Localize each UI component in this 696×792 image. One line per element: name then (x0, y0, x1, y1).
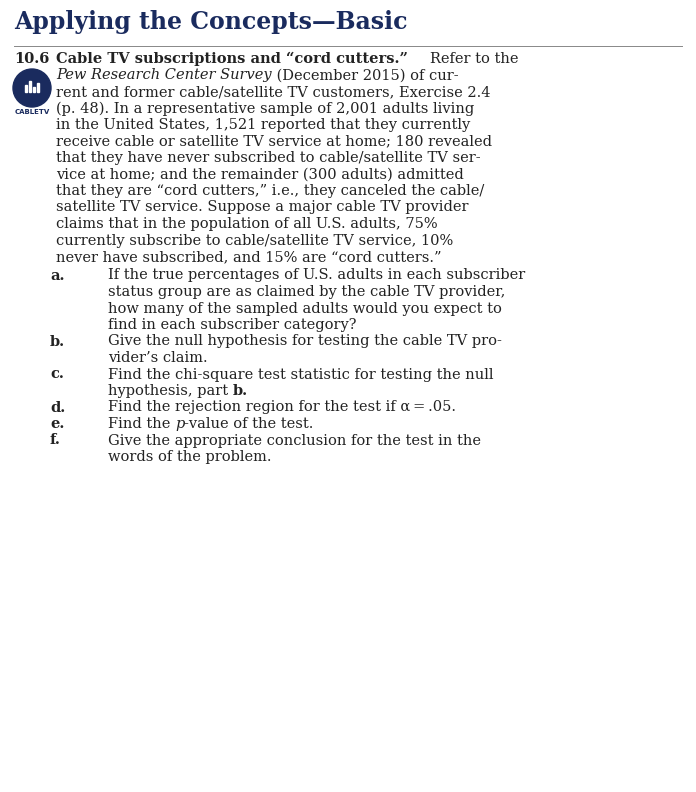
Bar (37, 83, 39, 92)
Text: Give the appropriate conclusion for the test in the: Give the appropriate conclusion for the … (108, 433, 481, 447)
Text: claims that in the population of all U.S. adults, 75%: claims that in the population of all U.S… (56, 217, 438, 231)
Text: Refer to the: Refer to the (430, 52, 519, 66)
Text: find in each subscriber category?: find in each subscriber category? (108, 318, 356, 332)
Text: Cable TV subscriptions and “cord cutters.”: Cable TV subscriptions and “cord cutters… (56, 52, 408, 67)
Text: f.: f. (50, 433, 61, 447)
Text: Find the: Find the (108, 417, 175, 431)
Text: (p. 48). In a representative sample of 2,001 adults living: (p. 48). In a representative sample of 2… (56, 101, 474, 116)
Text: a.: a. (50, 268, 65, 283)
Text: hypothesis, part: hypothesis, part (108, 384, 232, 398)
Text: never have subscribed, and 15% are “cord cutters.”: never have subscribed, and 15% are “cord… (56, 250, 441, 264)
Text: b.: b. (232, 384, 248, 398)
Text: in the United States, 1,521 reported that they currently: in the United States, 1,521 reported tha… (56, 118, 470, 132)
Text: If the true percentages of U.S. adults in each subscriber: If the true percentages of U.S. adults i… (108, 268, 525, 283)
Text: Find the rejection region for the test if α = .05.: Find the rejection region for the test i… (108, 401, 456, 414)
Bar (33, 87, 35, 92)
Circle shape (13, 69, 51, 107)
Text: b.: b. (50, 334, 65, 348)
Text: vice at home; and the remainder (300 adults) admitted: vice at home; and the remainder (300 adu… (56, 167, 464, 181)
Text: c.: c. (50, 367, 64, 382)
Text: how many of the sampled adults would you expect to: how many of the sampled adults would you… (108, 302, 502, 315)
Text: rent and former cable/satellite TV customers, Exercise 2.4: rent and former cable/satellite TV custo… (56, 85, 491, 99)
Bar (24, 85, 27, 92)
Text: -value of the test.: -value of the test. (184, 417, 314, 431)
Text: 10.6: 10.6 (14, 52, 49, 66)
Bar (29, 81, 31, 92)
Text: e.: e. (50, 417, 64, 431)
Text: Find the chi-square test statistic for testing the null: Find the chi-square test statistic for t… (108, 367, 493, 382)
Text: words of the problem.: words of the problem. (108, 450, 271, 464)
Text: p: p (175, 417, 184, 431)
Text: that they have never subscribed to cable/satellite TV ser-: that they have never subscribed to cable… (56, 151, 481, 165)
Text: that they are “cord cutters,” i.e., they canceled the cable/: that they are “cord cutters,” i.e., they… (56, 184, 484, 198)
Text: Pew Research Center Survey: Pew Research Center Survey (56, 68, 271, 82)
Text: d.: d. (50, 401, 65, 414)
Text: CABLETV: CABLETV (15, 109, 49, 115)
Text: Applying the Concepts—Basic: Applying the Concepts—Basic (14, 10, 407, 34)
Text: status group are as claimed by the cable TV provider,: status group are as claimed by the cable… (108, 285, 505, 299)
Text: Give the null hypothesis for testing the cable TV pro-: Give the null hypothesis for testing the… (108, 334, 502, 348)
Text: vider’s claim.: vider’s claim. (108, 351, 207, 365)
Text: currently subscribe to cable/satellite TV service, 10%: currently subscribe to cable/satellite T… (56, 234, 453, 247)
Text: receive cable or satellite TV service at home; 180 revealed: receive cable or satellite TV service at… (56, 135, 492, 148)
Text: (December 2015) of cur-: (December 2015) of cur- (271, 68, 458, 82)
Text: satellite TV service. Suppose a major cable TV provider: satellite TV service. Suppose a major ca… (56, 200, 468, 215)
